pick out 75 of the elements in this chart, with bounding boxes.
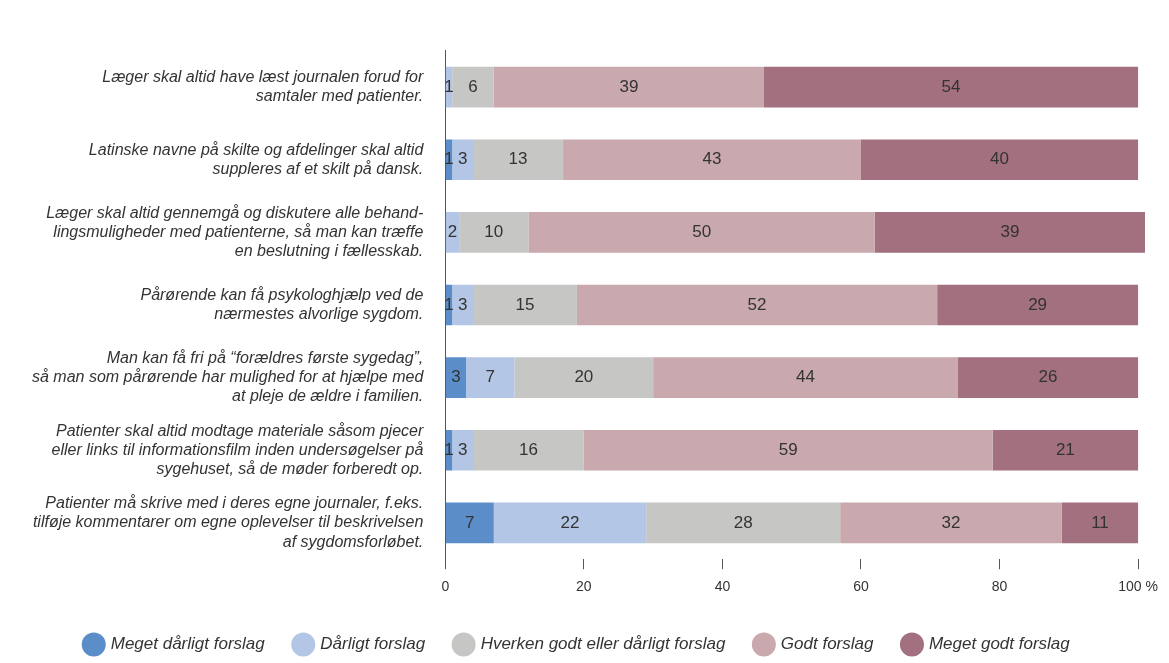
bar	[445, 357, 467, 398]
data-label: 32	[941, 512, 961, 532]
data-label: 11	[1091, 512, 1109, 532]
y-tick-label: Læger skal altid gennemgå og diskutere alle behand- lingsmuligheder med patienterne, så man kan træffe en beslutning i fællesskab.	[46, 203, 424, 260]
bar	[957, 357, 1139, 398]
data-label: 16	[518, 439, 538, 459]
data-label: 15	[515, 294, 535, 314]
data-label: 43	[702, 149, 722, 169]
data-label: 10	[484, 222, 504, 242]
bar	[514, 357, 654, 398]
data-label: 20	[574, 367, 594, 387]
bar	[452, 284, 474, 326]
x-tick-label: 100 %	[1118, 578, 1158, 595]
data-label: 29	[1028, 294, 1048, 314]
data-label: 3	[457, 439, 468, 459]
legend-label: Meget godt forslag	[928, 634, 1071, 654]
bar	[452, 66, 494, 108]
bar	[763, 66, 1139, 108]
legend-label: Godt forslag	[780, 634, 875, 654]
bar	[493, 66, 764, 108]
data-label: 7	[465, 512, 475, 532]
data-label: 50	[692, 222, 712, 242]
data-label: 6	[468, 76, 478, 96]
bar	[563, 139, 861, 181]
x-tick-label: 40	[714, 578, 731, 595]
legend-label: Dårligt forslag	[320, 634, 426, 654]
y-tick-label: Man kan få fri på “forældres første sygedag”, så man som pårørende har mulighed for at hjælpe med at pleje de ældre i familien.	[31, 348, 425, 405]
bar	[528, 212, 875, 253]
data-label: 52	[747, 294, 767, 314]
bar	[452, 429, 474, 471]
data-label: 7	[485, 367, 496, 387]
bar	[992, 429, 1139, 471]
y-tick-label: Pårørende kan få psykologhjælp ved de nærmestes alvorlige sygdom.	[140, 285, 424, 323]
x-tick-label: 20	[576, 578, 592, 595]
bar	[576, 284, 938, 326]
y-tick-label: Patienter må skrive med i deres egne journaler, f.eks. tilføje kommentarer om egne oplevelser til beskrivelsen af sygdomsforløbet.	[32, 494, 424, 550]
bar	[473, 284, 577, 326]
x-tick-label: 60	[853, 578, 869, 595]
x-tick-label: 0	[441, 578, 450, 595]
data-label: 44	[796, 367, 815, 387]
data-label: 22	[560, 512, 580, 532]
bar	[473, 139, 564, 181]
bar	[583, 429, 993, 471]
bar	[937, 284, 1139, 326]
data-label: 21	[1055, 439, 1075, 459]
bar	[646, 502, 841, 544]
legend-label: Hverken godt eller dårligt forslag	[480, 634, 726, 654]
data-label: 40	[990, 149, 1009, 169]
data-label: 28	[733, 512, 753, 532]
bar	[840, 502, 1062, 544]
data-label: 3	[451, 367, 461, 387]
x-tick-label: 80	[991, 578, 1008, 595]
data-label: 13	[508, 149, 528, 169]
y-tick-label: Patienter skal altid modtage materiale såsom pjecer eller links til informationsfilm inden undersøgelser på sygehuset, så de møder forberedt op.	[51, 421, 424, 477]
legend-label: Meget dårligt forslag	[110, 634, 266, 654]
bar	[473, 429, 584, 471]
data-label: 3	[457, 149, 468, 169]
bar	[653, 357, 958, 398]
bar	[874, 212, 1145, 253]
bar	[452, 139, 474, 181]
data-label: 54	[941, 76, 961, 96]
bar	[493, 502, 647, 544]
bar	[860, 139, 1139, 181]
bar	[1061, 502, 1139, 544]
data-label: 39	[1000, 222, 1020, 242]
data-label: 39	[619, 76, 639, 96]
y-tick-label: Latinske navne på skilte og afdelinger skal altid suppleres af et skilt på dansk.	[88, 140, 425, 177]
data-label: 59	[778, 439, 798, 459]
bar	[466, 357, 515, 398]
bar	[445, 502, 494, 544]
data-label: 3	[457, 294, 468, 314]
bar	[459, 212, 529, 253]
data-label: 26	[1038, 367, 1058, 387]
y-tick-label: Læger skal altid have læst journalen forud for samtaler med patienter.	[102, 67, 424, 105]
data-label: 2	[447, 222, 458, 242]
